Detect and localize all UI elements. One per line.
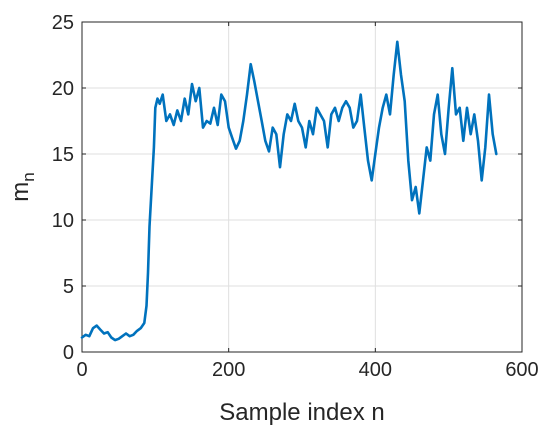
x-tick-label: 600 xyxy=(505,359,538,381)
series-line-1 xyxy=(80,40,498,342)
y-tick-label: 25 xyxy=(52,12,74,34)
y-tick-label: 10 xyxy=(52,210,74,232)
x-axis-label: Sample index n xyxy=(219,399,384,426)
y-tick-label: 0 xyxy=(63,342,74,364)
y-axis-label: mn xyxy=(7,172,38,201)
series-layer xyxy=(80,40,498,342)
tick-labels: 0 200 400 600 0 5 10 15 20 25 xyxy=(52,12,539,381)
x-tick-label: 200 xyxy=(212,359,245,381)
y-tick-label: 5 xyxy=(63,276,74,298)
plot-axes xyxy=(81,21,523,353)
plot-background xyxy=(82,22,522,352)
y-axis-label-subscript: n xyxy=(19,172,38,181)
plot-frame xyxy=(81,21,523,353)
y-tick-label: 15 xyxy=(52,144,74,166)
y-axis-label-main: m xyxy=(7,182,34,202)
x-tick-label: 0 xyxy=(76,359,87,381)
y-tick-label: 20 xyxy=(52,78,74,100)
x-tick-label: 400 xyxy=(359,359,392,381)
